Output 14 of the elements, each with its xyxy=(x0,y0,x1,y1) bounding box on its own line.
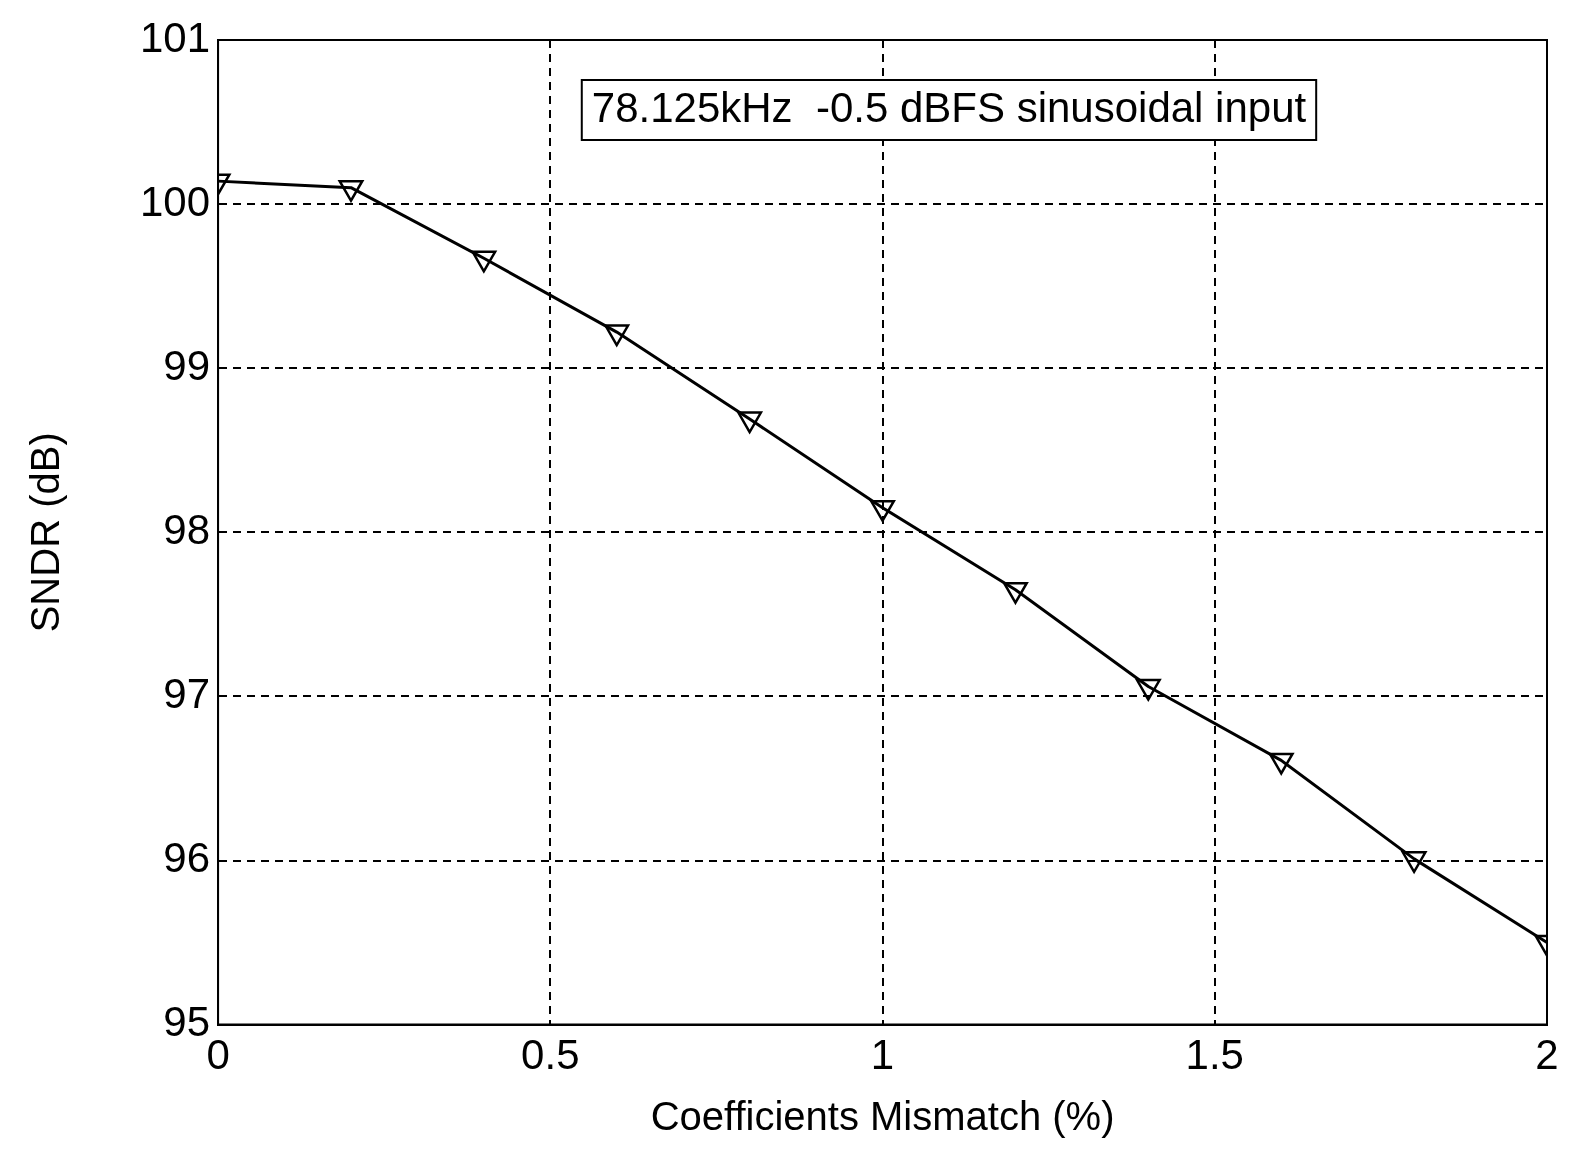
y-tick-label: 96 xyxy=(163,834,211,882)
x-tick-label: 1 xyxy=(870,1031,895,1079)
y-tick-label: 100 xyxy=(140,177,211,225)
x-tick-label: 2 xyxy=(1535,1031,1559,1079)
y-axis-title: SNDR (dB) xyxy=(23,432,68,633)
x-axis-title: Coefficients Mismatch (%) xyxy=(650,1094,1115,1139)
annotation: 78.125kHz -0.5 dBFS sinusoidal input xyxy=(591,83,1307,131)
y-tick-label: 98 xyxy=(163,505,211,553)
x-tick-label: 0.5 xyxy=(521,1031,580,1079)
x-tick-label: 0 xyxy=(206,1031,230,1079)
x-tick-label: 1.5 xyxy=(1185,1031,1244,1079)
y-tick-label: 99 xyxy=(163,341,211,389)
y-tick-label: 101 xyxy=(140,13,211,61)
y-tick-label: 97 xyxy=(163,669,211,717)
